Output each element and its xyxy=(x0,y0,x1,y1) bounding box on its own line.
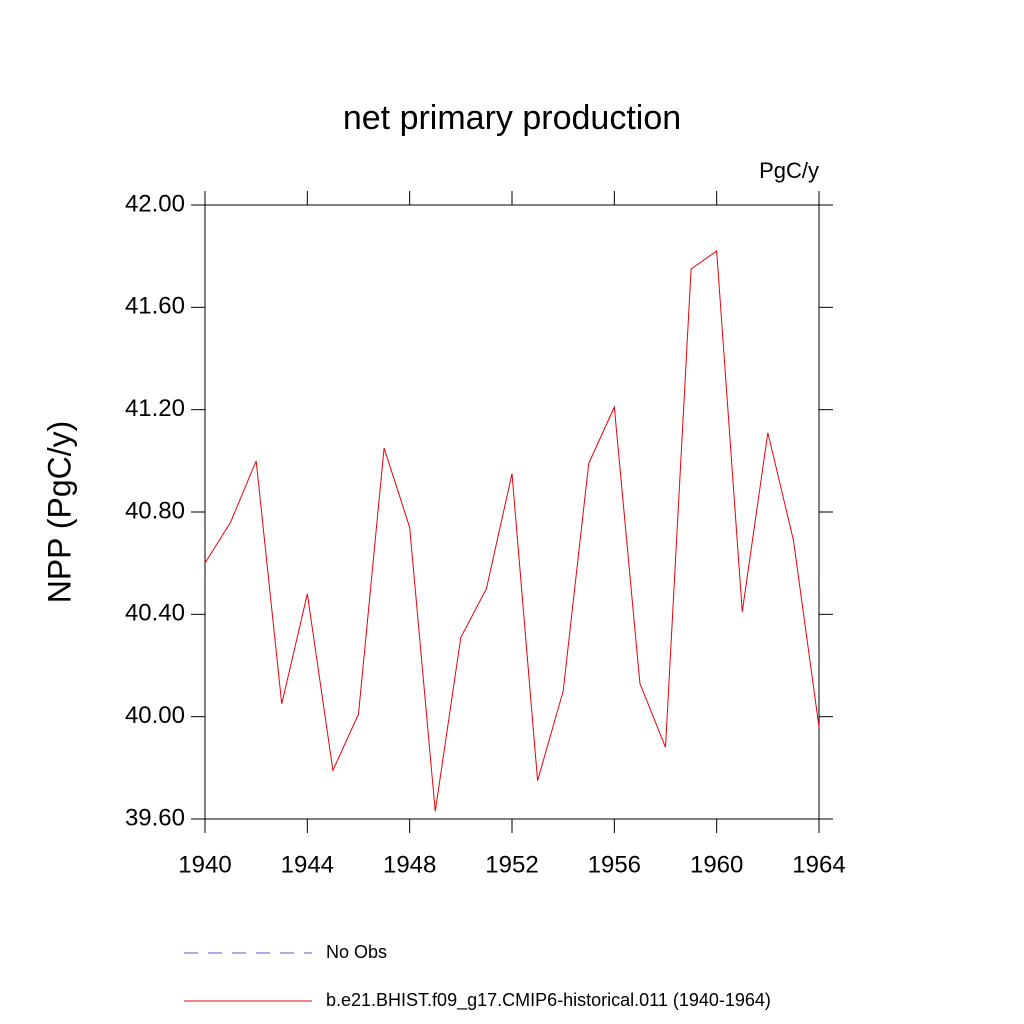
plot-frame xyxy=(204,204,820,820)
y-axis-label: NPP (PgC/y) xyxy=(41,421,77,604)
y-tick-label: 40.40 xyxy=(125,600,185,627)
x-tick-label: 1944 xyxy=(281,851,334,878)
y-tick-label: 40.80 xyxy=(125,497,185,524)
x-tick-label: 1956 xyxy=(588,851,641,878)
y-tick-label: 40.00 xyxy=(125,702,185,729)
x-tick-label: 1964 xyxy=(792,851,845,878)
series-line xyxy=(204,250,820,812)
y-tick-label: 39.60 xyxy=(125,804,185,831)
legend-label: No Obs xyxy=(326,942,387,962)
chart-title: net primary production xyxy=(343,99,681,137)
y-tick-label: 42.00 xyxy=(125,190,185,217)
x-tick-label: 1960 xyxy=(690,851,743,878)
units-label: PgC/y xyxy=(759,158,819,183)
x-tick-label: 1948 xyxy=(383,851,436,878)
x-tick-label: 1940 xyxy=(178,851,231,878)
y-tick-label: 41.20 xyxy=(125,395,185,422)
y-tick-label: 41.60 xyxy=(125,293,185,320)
x-tick-label: 1952 xyxy=(485,851,538,878)
legend-label: b.e21.BHIST.f09_g17.CMIP6-historical.011… xyxy=(326,990,771,1011)
